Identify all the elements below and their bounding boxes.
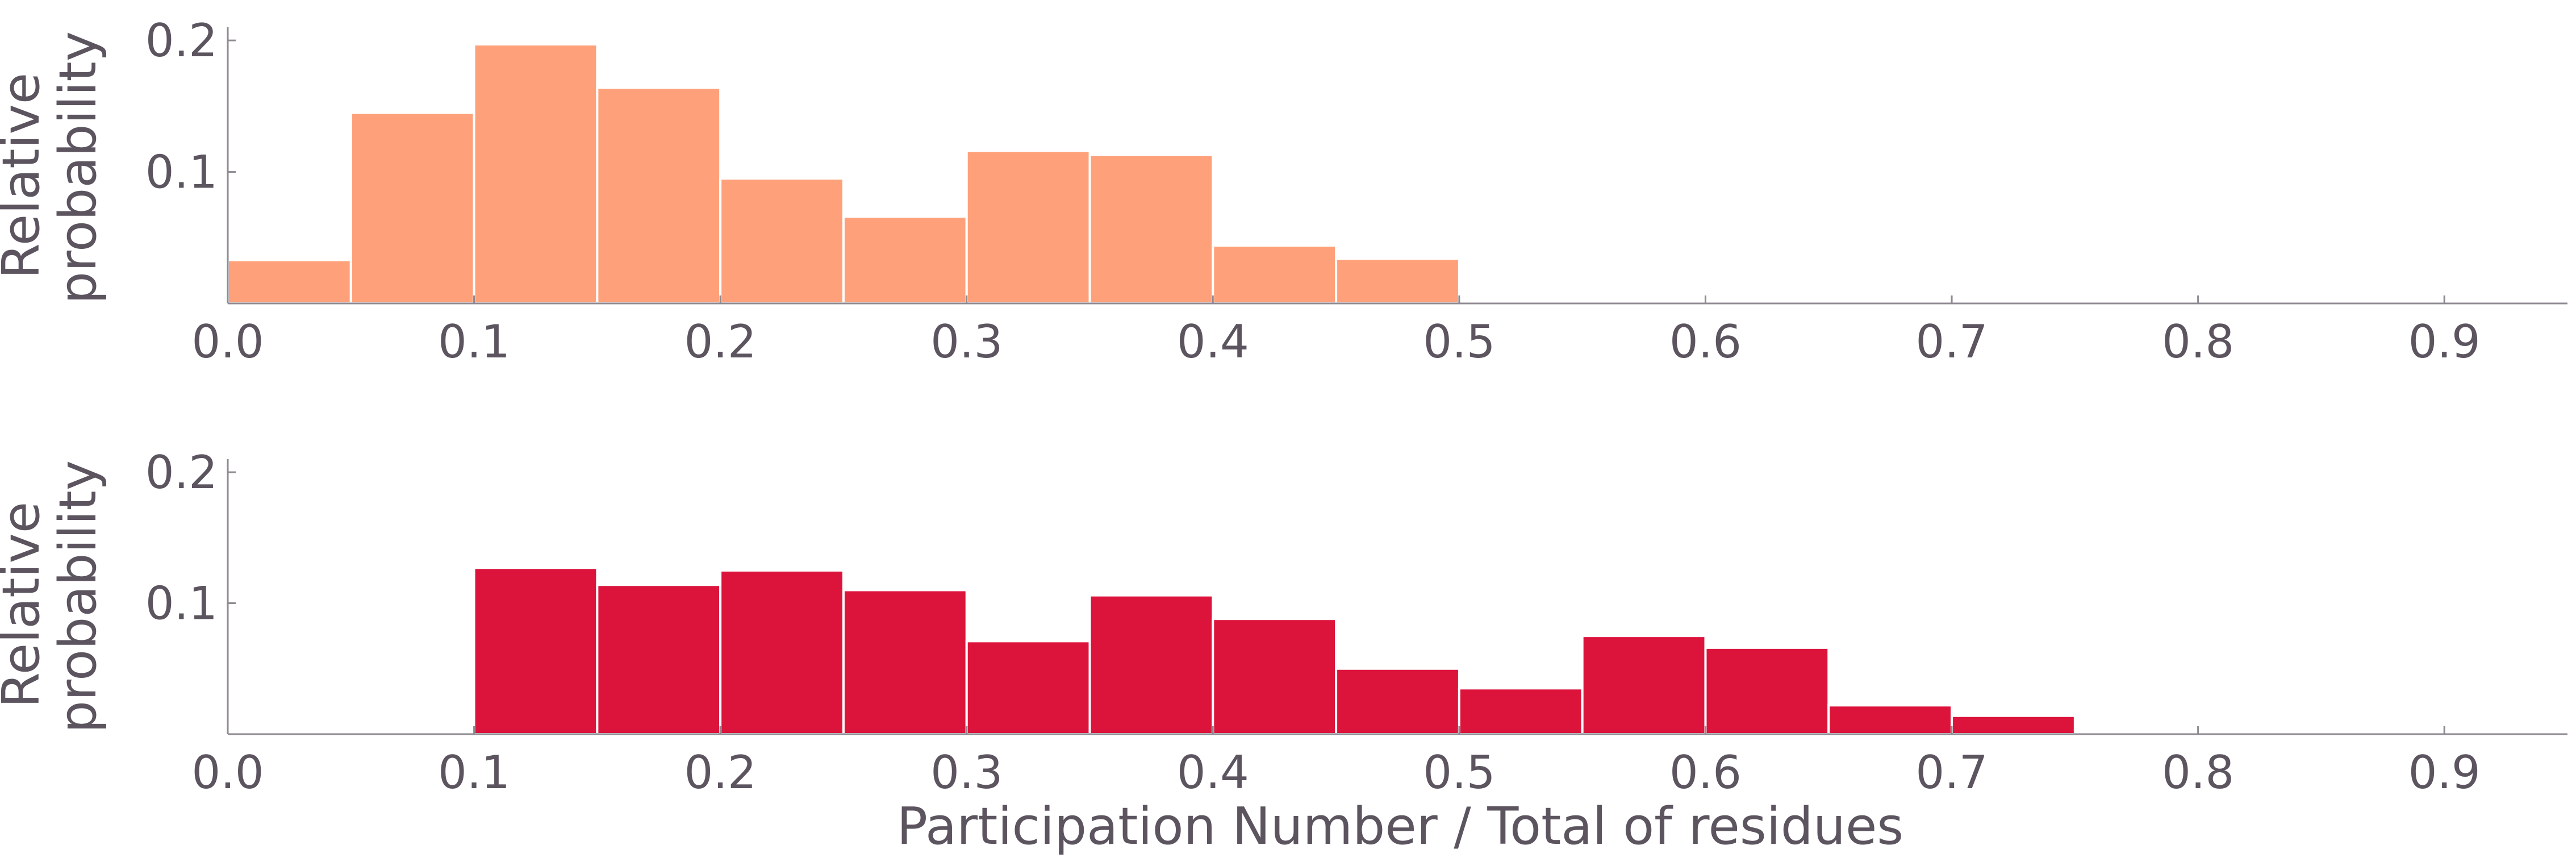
top-bar bbox=[965, 149, 1091, 305]
bottom-bar bbox=[842, 589, 968, 735]
top-bar bbox=[227, 259, 352, 305]
top-x-tick-label: 0.1 bbox=[438, 315, 510, 368]
top-bar bbox=[842, 215, 968, 305]
bottom-x-tick-label: 0.6 bbox=[1669, 746, 1742, 799]
bottom-bar bbox=[1212, 618, 1338, 735]
bottom-x-tick-label: 0.0 bbox=[191, 746, 264, 799]
top-x-tick-label: 0.6 bbox=[1669, 315, 1742, 368]
top-bar bbox=[349, 111, 475, 305]
bottom-bar bbox=[1088, 594, 1214, 735]
bottom-x-tick-label: 0.9 bbox=[2408, 746, 2481, 799]
bottom-x-tick-label: 0.4 bbox=[1177, 746, 1249, 799]
top-y-tick-label: 0.1 bbox=[145, 146, 218, 199]
bottom-bar bbox=[1827, 704, 1953, 736]
bottom-bar bbox=[1951, 714, 2076, 735]
bottom-x-tick-label: 0.3 bbox=[930, 746, 1003, 799]
top-bar bbox=[719, 177, 845, 305]
bottom-x-tick-label: 0.8 bbox=[2162, 746, 2234, 799]
top-x-tick-label: 0.9 bbox=[2408, 315, 2481, 368]
bottom-ylabel-line2: probability bbox=[48, 460, 108, 733]
bottom-x-tick-label: 0.1 bbox=[438, 746, 510, 799]
bottom-bars bbox=[473, 567, 2076, 736]
bottom-y-tick-label: 0.1 bbox=[145, 577, 218, 630]
bottom-bar bbox=[965, 640, 1091, 736]
top-bars bbox=[227, 43, 1460, 305]
x-axis-title: Participation Number / Total of residues bbox=[897, 797, 1903, 856]
top-ylabel: Relative probability bbox=[0, 31, 108, 304]
bottom-bar bbox=[1581, 635, 1707, 735]
top-bar bbox=[1212, 244, 1338, 305]
top-x-tick-label: 0.0 bbox=[191, 315, 264, 368]
top-ylabel-line2: probability bbox=[48, 31, 108, 304]
top-y-tick-label: 0.2 bbox=[145, 14, 218, 67]
top-ylabel-line1: Relative bbox=[0, 73, 51, 279]
top-bar bbox=[1088, 153, 1214, 305]
bottom-ylabel: Relative probability bbox=[0, 460, 108, 733]
top-x-tick-label: 0.4 bbox=[1177, 315, 1249, 368]
bottom-y-tick-label: 0.2 bbox=[145, 446, 218, 499]
bottom-bar bbox=[473, 567, 599, 735]
bottom-bar bbox=[1458, 687, 1584, 736]
bottom-x-tick-label: 0.5 bbox=[1423, 746, 1495, 799]
top-bar bbox=[1335, 257, 1460, 305]
bottom-bar bbox=[1335, 667, 1460, 736]
top-histogram-panel: Relative probability 0.0 0.1 0.2 0.3 0.4 0.5 0… bbox=[0, 14, 2567, 368]
bottom-histogram-panel: Relative probability Participation Numbe… bbox=[0, 446, 2567, 856]
bottom-bar bbox=[596, 584, 722, 736]
bottom-bar bbox=[719, 569, 845, 736]
bottom-ylabel-line1: Relative bbox=[0, 502, 51, 708]
bottom-x-tick-label: 0.2 bbox=[684, 746, 757, 799]
top-x-tick-label: 0.7 bbox=[1915, 315, 1988, 368]
top-x-tick-label: 0.5 bbox=[1423, 315, 1495, 368]
bottom-bar bbox=[1704, 646, 1830, 736]
top-x-tick-label: 0.2 bbox=[684, 315, 757, 368]
top-x-tick-label: 0.3 bbox=[930, 315, 1003, 368]
bottom-x-tick-label: 0.7 bbox=[1915, 746, 1988, 799]
top-bar bbox=[473, 43, 599, 305]
top-x-tick-label: 0.8 bbox=[2162, 315, 2234, 368]
top-bar bbox=[596, 86, 722, 305]
